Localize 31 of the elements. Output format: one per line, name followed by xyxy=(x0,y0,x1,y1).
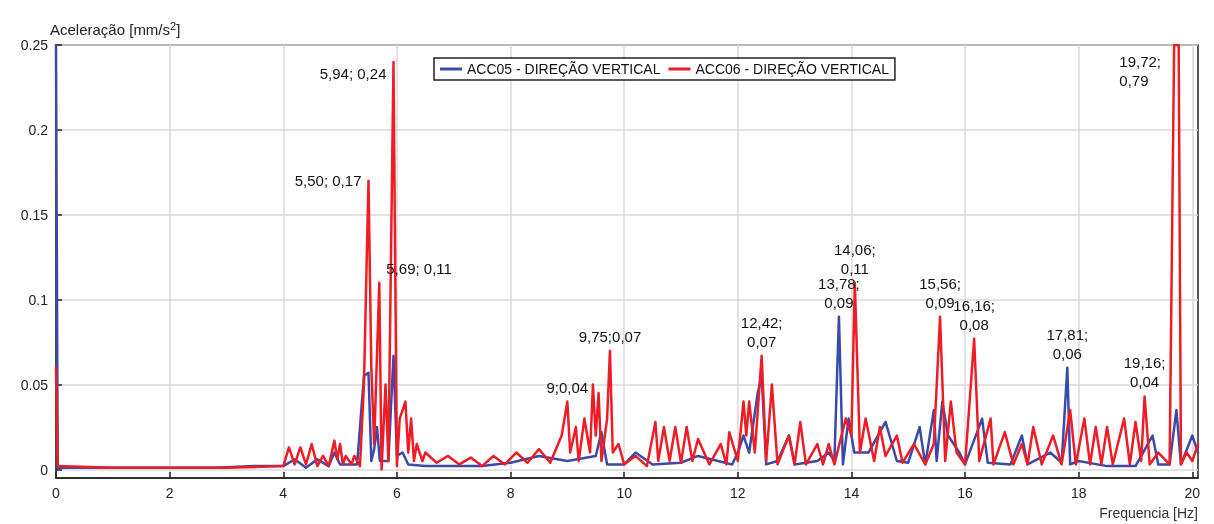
annotation: 9,75;0,07 xyxy=(578,327,642,345)
x-axis-title: Frequencia [Hz] xyxy=(1099,505,1198,521)
annotation: 5,94; 0,24 xyxy=(319,64,387,82)
y-tick-label: 0.2 xyxy=(28,121,49,138)
annotation: 16,16; 0,08 xyxy=(953,296,995,333)
x-tick-label: 20 xyxy=(1184,485,1201,501)
x-tick-label: 6 xyxy=(393,485,401,501)
x-tick-label: 18 xyxy=(1070,485,1087,501)
x-tick-label: 0 xyxy=(52,485,61,501)
y-tick-label: 0.15 xyxy=(20,206,49,223)
legend-label: ACC05 - DIREÇÃO VERTICAL xyxy=(467,61,661,77)
annotation: 19,72; 0,79 xyxy=(1119,53,1162,89)
legend-label: ACC06 - DIREÇÃO VERTICAL xyxy=(695,61,890,77)
annotation: 17,81; 0,06 xyxy=(1046,325,1089,362)
annotation: 19,16; 0,04 xyxy=(1123,354,1166,391)
x-tick-label: 16 xyxy=(957,485,974,501)
x-tick-label: 8 xyxy=(506,485,515,501)
x-tick-label: 2 xyxy=(165,485,174,501)
y-tick-label: 0 xyxy=(40,461,49,478)
x-tick-label: 4 xyxy=(279,485,288,501)
annotation: 9;0,04 xyxy=(546,378,589,396)
annotation: 5,50; 0,17 xyxy=(294,172,362,190)
annotation: 13,78; 0,09 xyxy=(818,274,860,311)
y-tick-label: 0.25 xyxy=(20,37,49,53)
y-tick-label: 0.1 xyxy=(28,291,49,308)
annotation: 12,42; 0,07 xyxy=(740,313,783,350)
x-tick-label: 12 xyxy=(730,485,746,501)
x-tick-label: 10 xyxy=(616,485,633,501)
x-tick-label: 14 xyxy=(843,485,860,501)
y-tick-label: 0.05 xyxy=(20,376,49,393)
annotation: 14,06; 0,11 xyxy=(833,240,876,277)
